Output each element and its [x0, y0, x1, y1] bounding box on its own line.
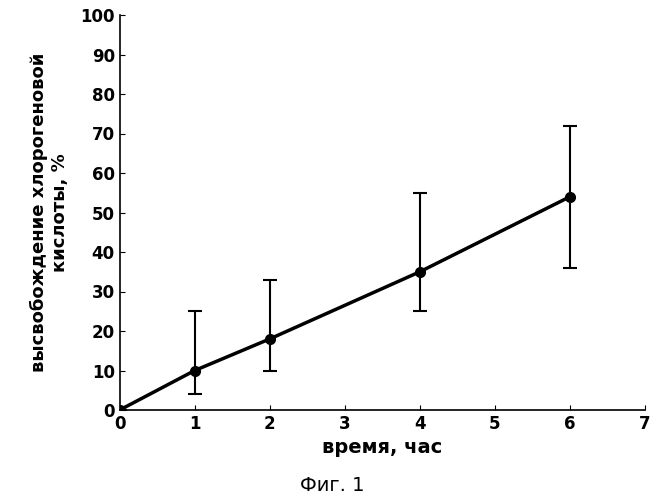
Y-axis label: высвобождение хлорогеновой
кислоты, %: высвобождение хлорогеновой кислоты, % [31, 53, 69, 372]
Text: Фиг. 1: Фиг. 1 [301, 476, 364, 495]
X-axis label: время, час: время, час [323, 438, 442, 458]
